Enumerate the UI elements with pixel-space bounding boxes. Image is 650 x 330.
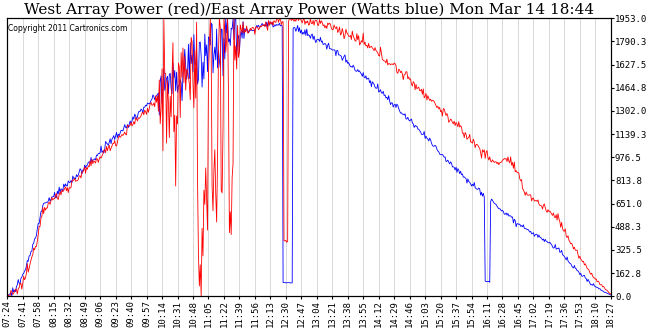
- Text: Copyright 2011 Cartronics.com: Copyright 2011 Cartronics.com: [8, 24, 128, 33]
- Title: West Array Power (red)/East Array Power (Watts blue) Mon Mar 14 18:44: West Array Power (red)/East Array Power …: [24, 3, 594, 17]
